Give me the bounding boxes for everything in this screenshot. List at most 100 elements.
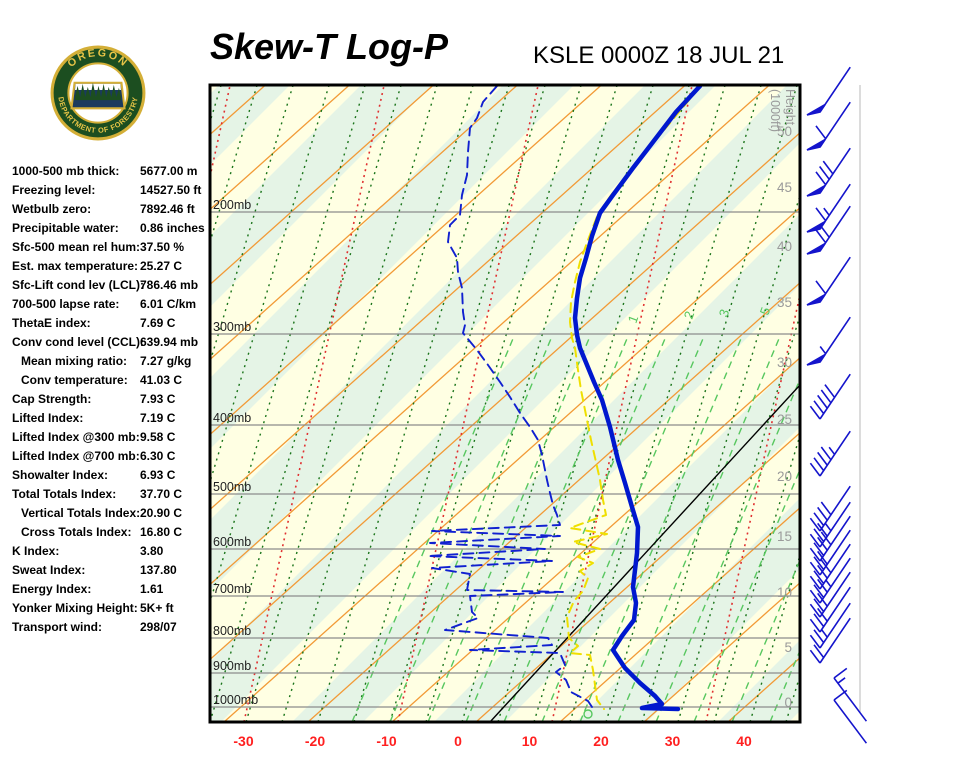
index-row: Sweat Index: 137.80 — [12, 561, 208, 580]
index-row: Transport wind: 298/07 — [12, 618, 208, 637]
index-value: 6.93 C — [140, 468, 176, 482]
index-value: 137.80 — [140, 563, 177, 577]
pressure-label: 500mb — [213, 480, 251, 494]
index-label: Lifted Index: — [12, 411, 84, 425]
logo-emblem — [70, 81, 126, 110]
dry-adiabats — [210, 85, 800, 722]
index-label: Sfc-Lift cond lev (LCL): — [12, 278, 144, 292]
index-value: 1.61 — [140, 582, 164, 596]
index-row: Vertical Totals Index: 20.90 C — [12, 504, 208, 523]
pressure-label: 900mb — [213, 659, 251, 673]
index-label: Sweat Index: — [12, 563, 86, 577]
index-row: Cap Strength: 7.93 C — [12, 390, 208, 409]
mixing-ratio-label: 5 — [757, 305, 774, 317]
temperature-line — [572, 85, 703, 712]
index-label: Showalter Index: — [12, 468, 109, 482]
temperature-tick-label: -20 — [305, 733, 325, 749]
height-tick-label: 25 — [777, 412, 792, 427]
index-label: Precipitable water: — [12, 221, 119, 235]
index-label: Cross Totals Index: — [21, 525, 132, 539]
height-tick-label: 15 — [777, 529, 792, 544]
temperature-tick-label: -30 — [233, 733, 253, 749]
freezing-isotherm-line — [489, 384, 800, 722]
wind-barb — [806, 101, 851, 151]
index-row: Showalter Index: 6.93 C — [12, 466, 208, 485]
index-label: Transport wind: — [12, 620, 102, 634]
index-label: Est. max temperature: — [12, 259, 139, 273]
mixing-ratio-lines — [351, 335, 800, 722]
index-label: K Index: — [12, 544, 60, 558]
index-label: Yonker Mixing Height: — [12, 601, 138, 615]
wind-barb — [809, 571, 851, 618]
index-label: Wetbulb zero: — [12, 202, 92, 216]
temperature-tick-label: 30 — [665, 733, 681, 749]
index-row: Lifted Index: 7.19 C — [12, 409, 208, 428]
wind-barb — [806, 316, 851, 366]
index-label: Sfc-500 mean rel hum: — [12, 240, 141, 254]
index-row: Lifted Index @700 mb: 6.30 C — [12, 447, 208, 466]
wind-barb — [806, 147, 851, 197]
height-tick-label: 30 — [777, 355, 792, 370]
index-value: 25.27 C — [140, 259, 183, 273]
wind-barb — [809, 602, 851, 649]
wind-barb — [809, 557, 851, 604]
index-value: 6.01 C/km — [140, 297, 197, 311]
wind-barb — [806, 205, 851, 255]
height-axis-title: (1000ft) — [768, 89, 782, 132]
lcl-marker — [583, 709, 593, 719]
height-tick-label: 40 — [777, 239, 792, 254]
odf-logo: OREGON DEPARTMENT OF FORESTRY — [50, 45, 146, 141]
station-datetime: KSLE 0000Z 18 JUL 21 — [533, 42, 785, 69]
wind-barb — [809, 430, 851, 477]
height-tick-label: 35 — [777, 295, 792, 310]
index-value: 37.50 % — [140, 240, 185, 254]
dewpoint-line — [427, 85, 593, 708]
index-label: Energy Index: — [12, 582, 92, 596]
indices-panel: 1000-500 mb thick: 5677.00 m Freezing leve… — [12, 162, 208, 637]
index-row: 700-500 lapse rate: 6.01 C/km — [12, 295, 208, 314]
mixing-ratio-label: 1 — [625, 313, 642, 325]
pressure-label: 800mb — [213, 624, 251, 638]
index-value: 7.27 g/kg — [140, 354, 192, 368]
index-row: Cross Totals Index: 16.80 C — [12, 523, 208, 542]
index-value: 7.93 C — [140, 392, 176, 406]
pressure-label: 600mb — [213, 535, 251, 549]
index-label: Conv temperature: — [21, 373, 128, 387]
index-row: Lifted Index @300 mb: 9.58 C — [12, 428, 208, 447]
wind-barb — [809, 501, 851, 548]
height-axis-title: Height — [783, 89, 797, 126]
temperature-tick-label: 10 — [522, 733, 538, 749]
index-row: Total Totals Index: 37.70 C — [12, 485, 208, 504]
wind-barb — [833, 689, 868, 744]
index-value: 6.30 C — [140, 449, 176, 463]
index-value: 7.19 C — [140, 411, 176, 425]
height-tick-label: 0 — [784, 695, 792, 710]
index-label: Lifted Index @300 mb: — [12, 430, 140, 444]
pressure-label: 700mb — [213, 582, 251, 596]
index-row: 1000-500 mb thick: 5677.00 m — [12, 162, 208, 181]
pressure-label: 200mb — [213, 198, 251, 212]
index-value: 5K+ ft — [140, 601, 174, 615]
index-label: Lifted Index @700 mb: — [12, 449, 140, 463]
red-isopleths — [210, 85, 800, 722]
temperature-tick-label: -10 — [376, 733, 396, 749]
height-tick-label: 5 — [784, 640, 792, 655]
height-tick-label: 20 — [777, 469, 792, 484]
index-label: Vertical Totals Index: — [21, 506, 141, 520]
index-row: Conv cond level (CCL): 639.94 mb — [12, 333, 208, 352]
isotherm-bands — [210, 85, 800, 722]
index-label: ThetaE index: — [12, 316, 91, 330]
height-tick-label: 10 — [777, 585, 792, 600]
page-title: Skew-T Log-P — [210, 26, 449, 67]
index-row: Precipitable water: 0.86 inches — [12, 219, 208, 238]
index-value: 639.94 mb — [140, 335, 199, 349]
index-label: Mean mixing ratio: — [21, 354, 128, 368]
index-row: K Index: 3.80 — [12, 542, 208, 561]
wind-barb — [809, 529, 851, 576]
index-label: Conv cond level (CCL): — [12, 335, 145, 349]
index-value: 0.86 inches — [140, 221, 205, 235]
index-value: 7.69 C — [140, 316, 176, 330]
wind-barb — [809, 617, 851, 664]
